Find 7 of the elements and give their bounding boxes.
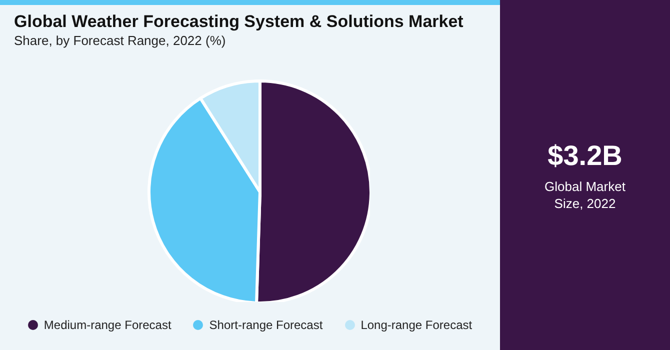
- legend-label: Short-range Forecast: [209, 318, 323, 332]
- chart-subtitle: Share, by Forecast Range, 2022 (%): [14, 33, 226, 48]
- text: Global Market Size, 2022: [544, 178, 626, 212]
- chart-title: Global Weather Forecasting System & Solutions Market: [14, 12, 464, 32]
- legend-label: Long-range Forecast: [360, 318, 472, 332]
- text: $3.2B: [546, 140, 624, 172]
- legend-label: Medium-range Forecast: [44, 318, 172, 332]
